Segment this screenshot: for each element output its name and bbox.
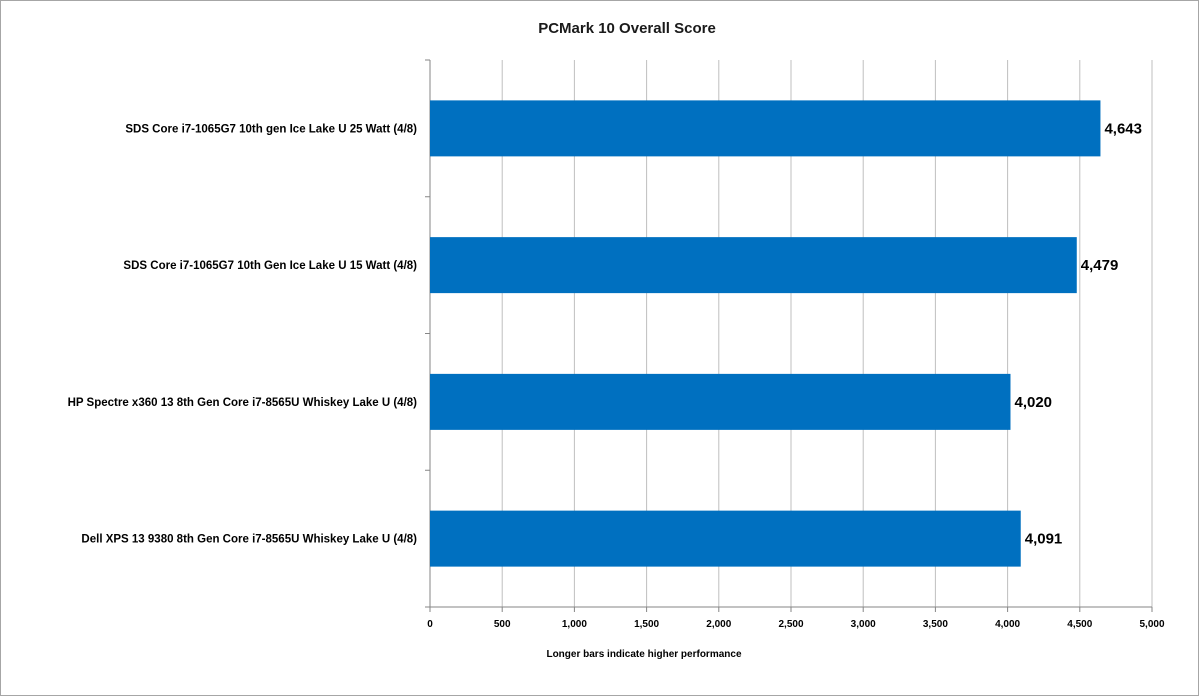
- x-tick-label: 3,000: [851, 619, 876, 630]
- x-tick-label: 500: [494, 619, 511, 630]
- x-tick-label: 2,000: [706, 619, 731, 630]
- tick-labels: 0 500 1,000 1,500 2,000 2,500 3,000 3,500 4,000 4…: [427, 619, 1165, 630]
- bar: [430, 100, 1101, 157]
- x-tick-label: 5,000: [1139, 619, 1164, 630]
- bar: [430, 237, 1077, 294]
- data-labels: 4,643 4,479 4,020 4,091: [1014, 120, 1142, 547]
- bars: [430, 100, 1101, 567]
- x-tick-label: 3,500: [923, 619, 948, 630]
- category-label: HP Spectre x360 13 8th Gen Core i7-8565U…: [68, 397, 418, 409]
- data-label: 4,643: [1104, 120, 1142, 137]
- chart-title: PCMark 10 Overall Score: [538, 20, 716, 37]
- data-label: 4,091: [1025, 531, 1063, 548]
- x-tick-label: 4,000: [995, 619, 1020, 630]
- category-label: Dell XPS 13 9380 8th Gen Core i7-8565U W…: [81, 534, 417, 546]
- x-tick-label: 1,500: [634, 619, 659, 630]
- x-tick-label: 1,000: [562, 619, 587, 630]
- x-axis-label: Longer bars indicate higher performance: [546, 649, 741, 660]
- x-tick-label: 0: [427, 619, 433, 630]
- x-tick-label: 4,500: [1067, 619, 1092, 630]
- category-labels: SDS Core i7-1065G7 10th gen Ice Lake U 2…: [68, 123, 418, 545]
- x-tick-label: 2,500: [778, 619, 803, 630]
- data-label: 4,479: [1081, 257, 1119, 274]
- bar: [430, 510, 1021, 567]
- bar: [430, 373, 1011, 430]
- data-label: 4,020: [1014, 394, 1052, 411]
- category-label: SDS Core i7-1065G7 10th Gen Ice Lake U 1…: [123, 260, 417, 272]
- category-label: SDS Core i7-1065G7 10th gen Ice Lake U 2…: [125, 123, 417, 135]
